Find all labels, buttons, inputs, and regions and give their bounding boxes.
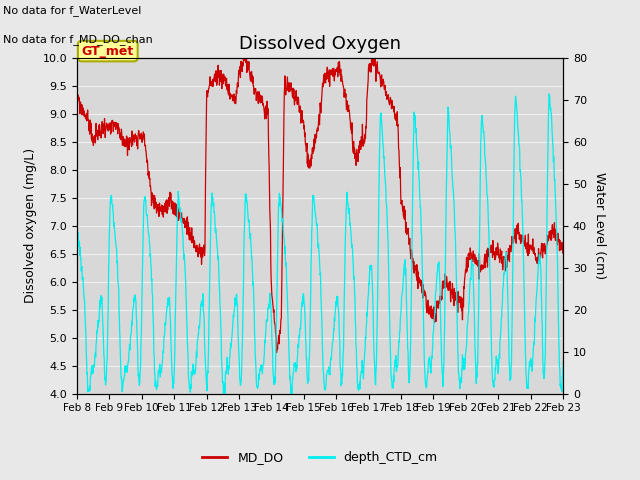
Text: GT_met: GT_met	[82, 45, 134, 58]
Y-axis label: Water Level (cm): Water Level (cm)	[593, 172, 607, 279]
Legend: MD_DO, depth_CTD_cm: MD_DO, depth_CTD_cm	[197, 446, 443, 469]
Text: No data for f_WaterLevel: No data for f_WaterLevel	[3, 5, 141, 16]
Title: Dissolved Oxygen: Dissolved Oxygen	[239, 35, 401, 53]
Text: No data for f_MD_DO_chan: No data for f_MD_DO_chan	[3, 34, 153, 45]
Y-axis label: Dissolved oxygen (mg/L): Dissolved oxygen (mg/L)	[24, 148, 37, 303]
